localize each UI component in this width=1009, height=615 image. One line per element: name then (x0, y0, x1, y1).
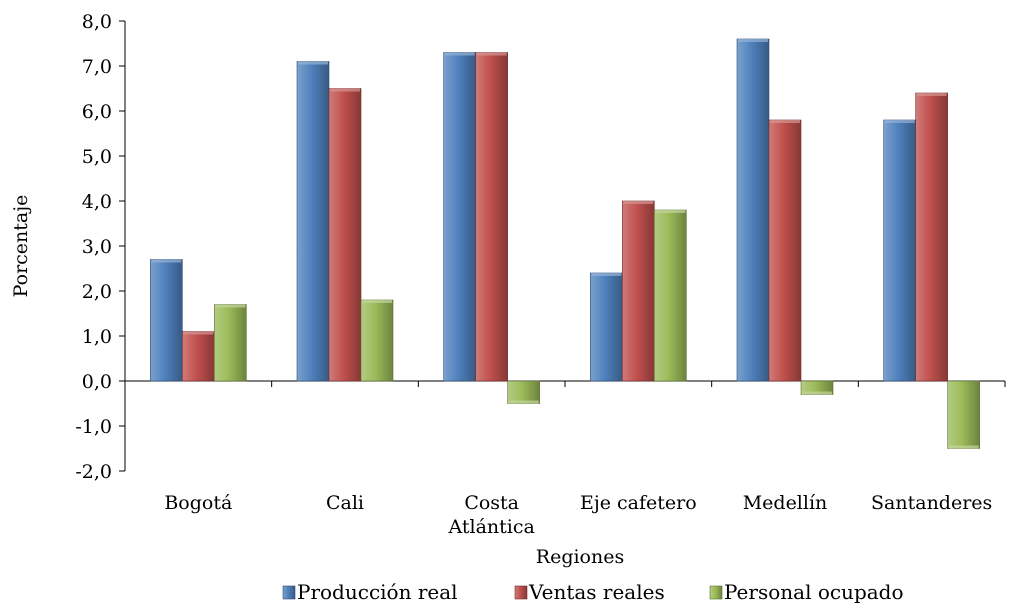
y-tick-label: 2,0 (82, 281, 112, 303)
x-axis-title: Regiones (536, 546, 624, 568)
x-category-label: Costa Atlántica (447, 492, 534, 538)
bar-producción-real (150, 259, 183, 382)
y-axis-title: Porcentaje (10, 195, 32, 298)
bar-producción-real (443, 52, 476, 382)
y-tick-label: 3,0 (82, 236, 112, 258)
y-tick-label: -1,0 (75, 416, 112, 438)
bar-producción-real (296, 61, 330, 382)
legend-label: Producción real (297, 580, 458, 604)
bar-personal-ocupado (800, 380, 834, 395)
bar-ventas-reales (475, 52, 508, 382)
x-category-label: Bogotá (164, 492, 232, 514)
x-category-label: Medellín (743, 492, 828, 514)
legend-label: Personal ocupado (724, 580, 904, 604)
y-tick-label: -2,0 (75, 461, 112, 483)
y-tick-label: 7,0 (82, 56, 112, 78)
labels: Porcentaje Regiones Bogotá Cali Costa Atlán… (10, 195, 992, 568)
x-category-label: Santanderes (871, 492, 992, 514)
bar-ventas-reales (328, 88, 362, 382)
y-tick-label: 0,0 (82, 371, 112, 393)
x-category-label: Eje cafetero (580, 492, 697, 514)
bar-personal-ocupado (360, 299, 394, 382)
bar-producción-real (590, 272, 623, 382)
y-tick-label: 4,0 (82, 191, 112, 213)
bar-ventas-reales (915, 92, 948, 382)
legend-swatch (282, 585, 296, 600)
legend-swatch (709, 585, 723, 600)
bar-ventas-reales (622, 200, 655, 382)
legend-item: Ventas reales (514, 580, 665, 604)
y-tick-label: 8,0 (82, 11, 112, 33)
axes: -2,0 -1,0 0,0 1,0 2,0 3,0 4,0 5,0 6,0 7,0 8,0 (75, 11, 1006, 483)
y-tick-label: 6,0 (82, 101, 112, 123)
bar-personal-ocupado (947, 380, 980, 449)
bar-personal-ocupado (507, 380, 540, 404)
legend-label: Ventas reales (528, 580, 665, 604)
legend-swatch (514, 585, 528, 600)
bar-ventas-reales (768, 119, 802, 382)
bar-ventas-reales (182, 331, 215, 382)
bar-producción-real (883, 119, 916, 382)
y-tick-label: 5,0 (82, 146, 112, 168)
bars (150, 38, 980, 449)
legend-item: Producción real (282, 580, 458, 604)
bar-producción-real (736, 38, 770, 382)
bar-personal-ocupado (214, 304, 247, 382)
x-category-label: Cali (326, 492, 364, 514)
legend-item: Personal ocupado (709, 580, 904, 604)
y-tick-label: 1,0 (82, 326, 112, 348)
bar-personal-ocupado (654, 209, 687, 382)
legend: Producción real Ventas reales Personal ocu… (282, 580, 904, 604)
